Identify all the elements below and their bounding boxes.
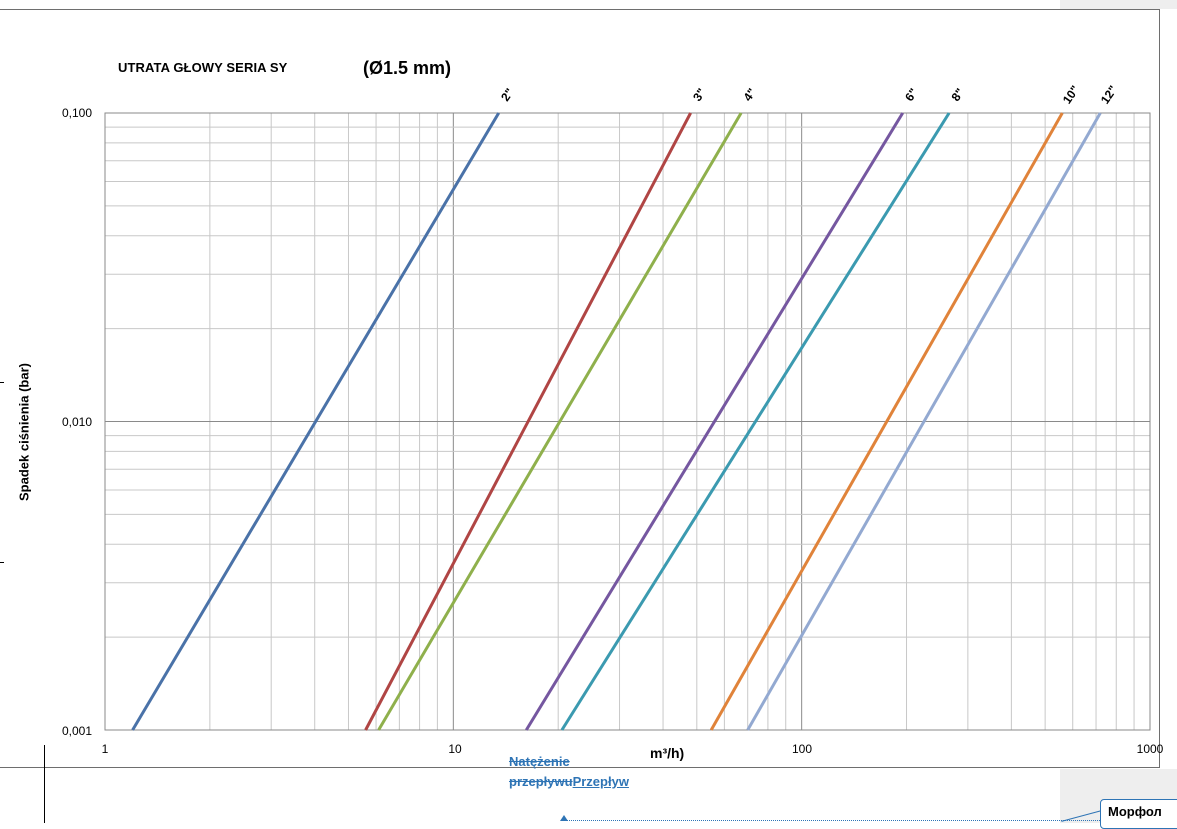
page-background-strip-top (1060, 0, 1177, 9)
y-tick-label: 0,001 (61, 724, 92, 738)
chart-title: UTRATA GŁOWY SERIA SY (118, 60, 288, 75)
x-tick-label: 100 (791, 742, 813, 756)
series-label: 2" (498, 86, 517, 104)
series-line (560, 112, 951, 731)
chart-series (131, 112, 1102, 731)
revision-anchor-icon (560, 815, 568, 821)
chart-subtitle: (Ø1.5 mm) (363, 58, 452, 78)
series-label: 6" (902, 86, 921, 104)
series-line (377, 112, 743, 731)
tracked-change-text[interactable]: Natężenie przepływuPrzepływ (509, 752, 629, 792)
series-line (525, 112, 904, 731)
margin-marker (0, 382, 4, 383)
y-tick-label: 0,010 (61, 415, 92, 429)
x-tick-label: 1 (101, 742, 109, 756)
series-label: 3" (690, 86, 709, 104)
page-margin-line (44, 745, 45, 823)
inserted-text: Przepływ (572, 774, 629, 789)
revision-connector-line (564, 820, 1104, 821)
series-label: 8" (949, 86, 968, 104)
y-tick-label: 0,100 (61, 106, 92, 120)
revision-comment-balloon[interactable]: Морфол (1100, 799, 1177, 829)
series-line (746, 112, 1102, 731)
series-line (131, 112, 500, 731)
deleted-text: Natężenie przepływu (509, 754, 573, 789)
x-tick-label: 10 (448, 742, 462, 756)
series-label: 10" (1060, 83, 1082, 107)
series-label: 12" (1098, 83, 1120, 107)
chart-frame (0, 9, 1160, 768)
series-label: 4" (741, 86, 760, 104)
series-line (709, 112, 1064, 731)
chart-grid (104, 112, 1151, 731)
x-tick-label: 1000 (1136, 742, 1164, 756)
plot-area-border (104, 112, 1151, 731)
series-line (364, 112, 692, 731)
y-axis-label: Spadek ciśnienia (bar) (16, 363, 32, 501)
margin-marker (0, 562, 4, 563)
x-axis-label: m³/h) (650, 745, 685, 761)
series-labels: 2" 3" 4" 6" 8" 10" 12" (498, 83, 1120, 107)
